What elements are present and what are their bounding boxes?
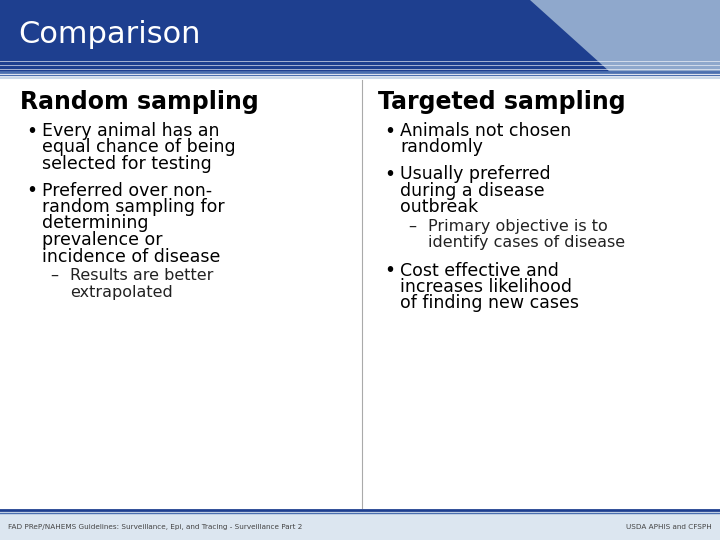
Text: Animals not chosen: Animals not chosen [400, 122, 571, 140]
Bar [0, 72, 720, 512]
Text: Every animal has an: Every animal has an [42, 122, 220, 140]
Text: Results are better: Results are better [70, 268, 213, 283]
Text: Random sampling: Random sampling [20, 90, 258, 114]
Text: selected for testing: selected for testing [42, 155, 212, 173]
Text: USDA APHIS and CFSPH: USDA APHIS and CFSPH [626, 524, 712, 530]
Text: Cost effective and: Cost effective and [400, 261, 559, 280]
Text: random sampling for: random sampling for [42, 198, 225, 216]
Text: Usually preferred: Usually preferred [400, 165, 551, 183]
Text: Targeted sampling: Targeted sampling [378, 90, 626, 114]
Text: during a disease: during a disease [400, 181, 544, 199]
Text: prevalence or: prevalence or [42, 231, 163, 249]
Text: Primary objective is to: Primary objective is to [428, 219, 608, 233]
Text: •: • [384, 261, 395, 280]
Text: Preferred over non-: Preferred over non- [42, 181, 212, 199]
Text: of finding new cases: of finding new cases [400, 294, 579, 313]
Text: –: – [408, 219, 416, 233]
Bar [0, 0, 720, 72]
Text: –: – [50, 268, 58, 283]
Text: randomly: randomly [400, 138, 483, 157]
Text: incidence of disease: incidence of disease [42, 247, 220, 266]
Text: increases likelihood: increases likelihood [400, 278, 572, 296]
Text: •: • [384, 122, 395, 141]
Text: equal chance of being: equal chance of being [42, 138, 235, 157]
Text: •: • [384, 165, 395, 184]
Text: identify cases of disease: identify cases of disease [428, 235, 625, 250]
Text: •: • [26, 122, 37, 141]
Text: outbreak: outbreak [400, 198, 478, 216]
Text: extrapolated: extrapolated [70, 285, 173, 300]
Polygon shape [530, 0, 720, 72]
Text: determining: determining [42, 214, 148, 233]
Text: FAD PReP/NAHEMS Guidelines: Surveillance, Epi, and Tracing - Surveillance Part 2: FAD PReP/NAHEMS Guidelines: Surveillance… [8, 524, 302, 530]
Text: •: • [26, 181, 37, 200]
Text: Comparison: Comparison [18, 20, 200, 49]
